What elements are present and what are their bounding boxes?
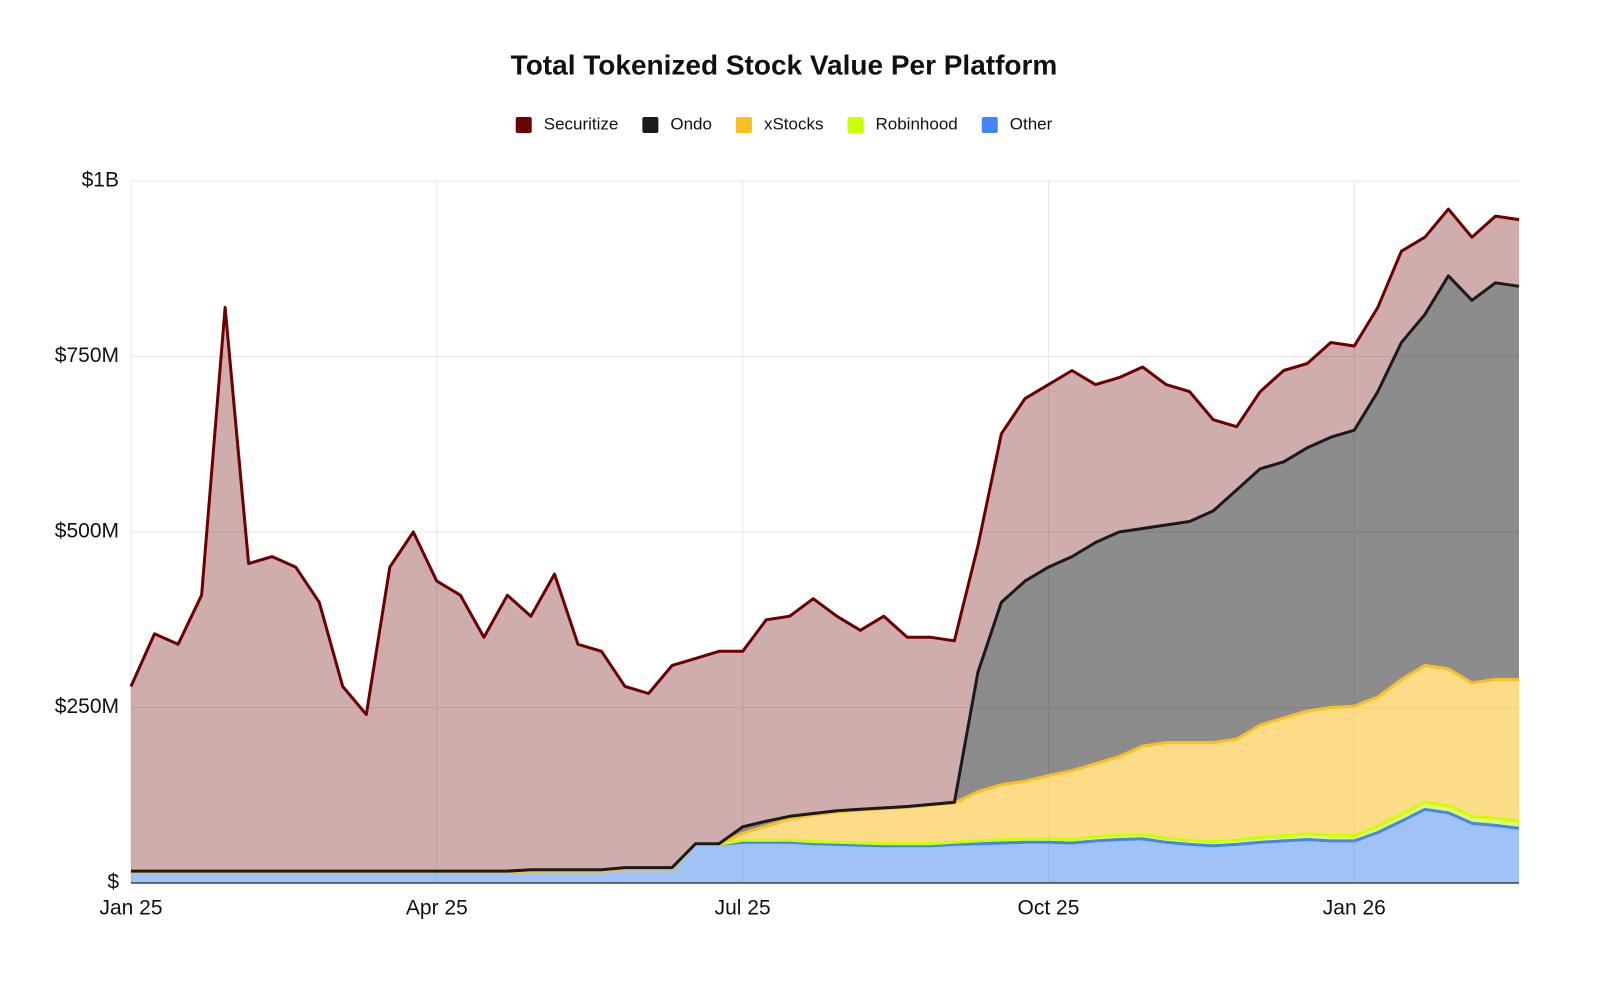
legend-label: Other [1010,114,1053,133]
legend-swatch [515,117,532,133]
x-tick-label: Jan 25 [99,897,162,920]
legend: Securitize Ondo xStocks Robinhood Other [515,114,1053,133]
area-line [129,207,1520,716]
legend-swatch [847,117,864,133]
legend-label: Securitize [544,114,619,133]
legend-label: Ondo [670,114,712,133]
legend-item: Ondo [642,114,712,133]
legend-item: xStocks [735,114,824,133]
y-tick-label: $500M [55,520,119,543]
legend-label: Robinhood [875,114,957,133]
x-tick-label: Jul 25 [715,897,771,920]
legend-item: Robinhood [847,114,958,133]
area [131,275,1519,873]
y-tick-label: $250M [55,695,119,718]
y-tick-label: $750M [55,344,119,367]
area [131,209,1519,872]
chart-title: Total Tokenized Stock Value Per Platform [511,49,1058,80]
lines [129,207,1520,874]
area [131,809,1519,883]
y-tick-label: $ [107,871,119,894]
legend-label: xStocks [764,114,824,133]
areas [131,209,1519,883]
legend-swatch [735,117,752,133]
x-tick-label: Oct 25 [1018,897,1080,920]
x-tick-label: Jan 26 [1323,897,1386,920]
axes: $ $250M $500M $750M $1B Jan 25 Apr 25 Jul 25 Oct… [55,169,1519,920]
legend-swatch [981,117,998,133]
legend-swatch [642,117,659,133]
x-tick-label: Apr 25 [406,897,468,920]
area [131,665,1519,873]
y-tick-label: $1B [82,169,119,192]
legend-item: Securitize [515,114,619,133]
legend-item: Other [981,114,1053,133]
area-line [131,274,1520,873]
